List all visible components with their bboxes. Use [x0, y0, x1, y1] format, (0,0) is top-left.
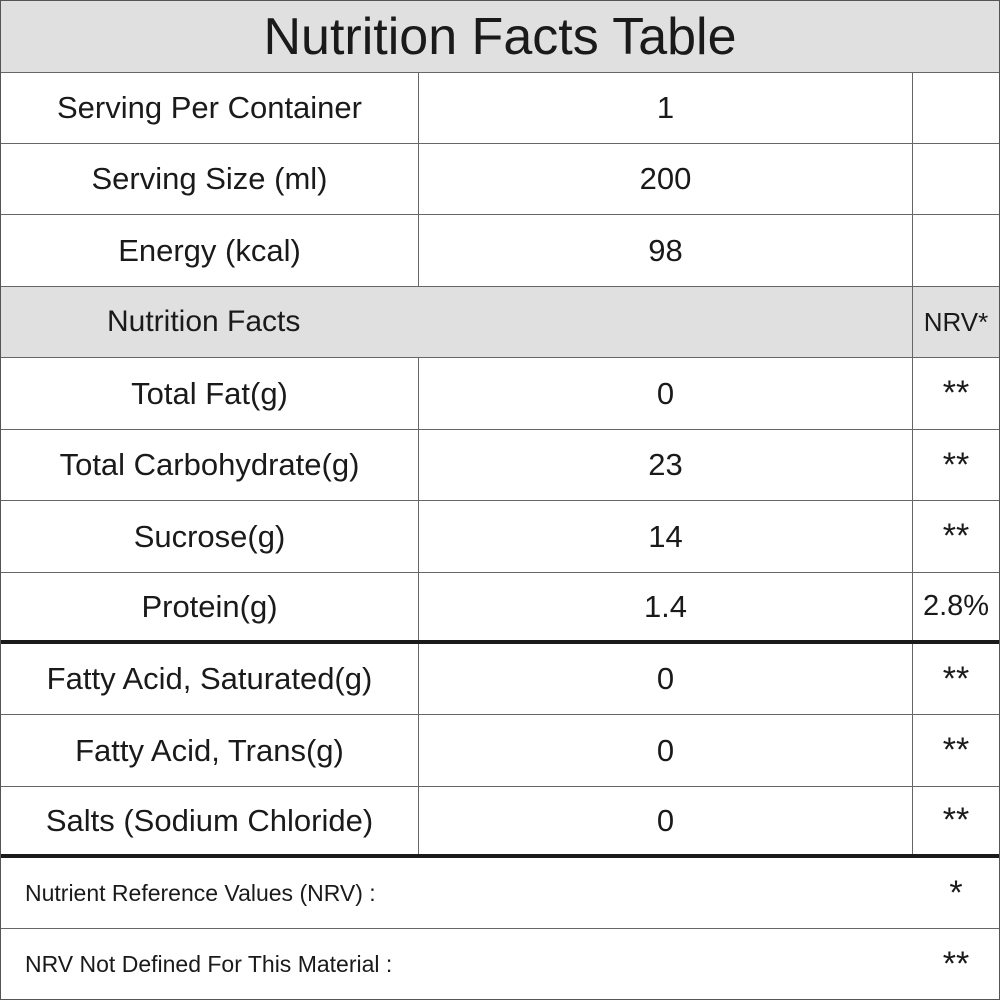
row-label: Total Carbohydrate(g): [1, 430, 419, 500]
row-nrv: **: [942, 517, 970, 555]
row-nrv: **: [942, 731, 970, 769]
footnote-text: Nutrient Reference Values (NRV) :: [25, 879, 376, 906]
row-value: 1: [419, 73, 913, 143]
row-value: 98: [419, 215, 913, 286]
row-value: 1.4: [419, 573, 913, 640]
row-label: Serving Size (ml): [1, 144, 419, 214]
row-value: 23: [419, 430, 913, 500]
row-nrv: **: [942, 659, 970, 698]
row-value: 0: [419, 715, 913, 786]
row-nrv: **: [942, 801, 970, 839]
footnote-symbol: *: [949, 873, 963, 912]
table-row: Sucrose(g) 14 **: [1, 501, 999, 573]
row-nrv: 2.8%: [922, 590, 990, 622]
row-nrv: [913, 144, 999, 214]
row-label: Energy (kcal): [1, 215, 419, 286]
table-row: Total Fat(g) 0 **: [1, 358, 999, 430]
row-value: 0: [419, 644, 913, 714]
row-nrv: **: [942, 374, 970, 412]
footnote-symbol: **: [942, 944, 970, 983]
table-row: Fatty Acid, Saturated(g) 0 **: [1, 644, 999, 715]
table-row: Serving Per Container 1: [1, 73, 999, 144]
row-label: Fatty Acid, Saturated(g): [1, 644, 419, 714]
row-label: Serving Per Container: [1, 73, 419, 143]
title-row: Nutrition Facts Table: [1, 1, 999, 73]
row-nrv: [913, 73, 999, 143]
table-row: Protein(g) 1.4 2.8%: [1, 573, 999, 644]
section-header-label: Nutrition Facts: [1, 287, 913, 357]
row-nrv: **: [942, 445, 970, 484]
table-row: Energy (kcal) 98: [1, 215, 999, 287]
row-label: Total Fat(g): [1, 358, 419, 429]
table-row: Fatty Acid, Trans(g) 0 **: [1, 715, 999, 787]
row-label: Sucrose(g): [1, 501, 419, 572]
row-value: 14: [419, 501, 913, 572]
table-title: Nutrition Facts Table: [1, 1, 999, 72]
row-label: Salts (Sodium Chloride): [1, 787, 419, 854]
row-value: 0: [419, 787, 913, 854]
nrv-column-header: NRV*: [923, 306, 989, 337]
row-value: 200: [419, 144, 913, 214]
section-header-row: Nutrition Facts NRV*: [1, 287, 999, 358]
row-value: 0: [419, 358, 913, 429]
footnote-row: Nutrient Reference Values (NRV) : *: [1, 858, 999, 929]
table-row: Total Carbohydrate(g) 23 **: [1, 430, 999, 501]
row-nrv: [913, 215, 999, 286]
table-row: Serving Size (ml) 200: [1, 144, 999, 215]
row-label: Fatty Acid, Trans(g): [1, 715, 419, 786]
row-label: Protein(g): [1, 573, 419, 640]
table-row: Salts (Sodium Chloride) 0 **: [1, 787, 999, 858]
footnote-text: NRV Not Defined For This Material :: [25, 950, 393, 977]
footnote-row: NRV Not Defined For This Material : **: [1, 929, 999, 999]
